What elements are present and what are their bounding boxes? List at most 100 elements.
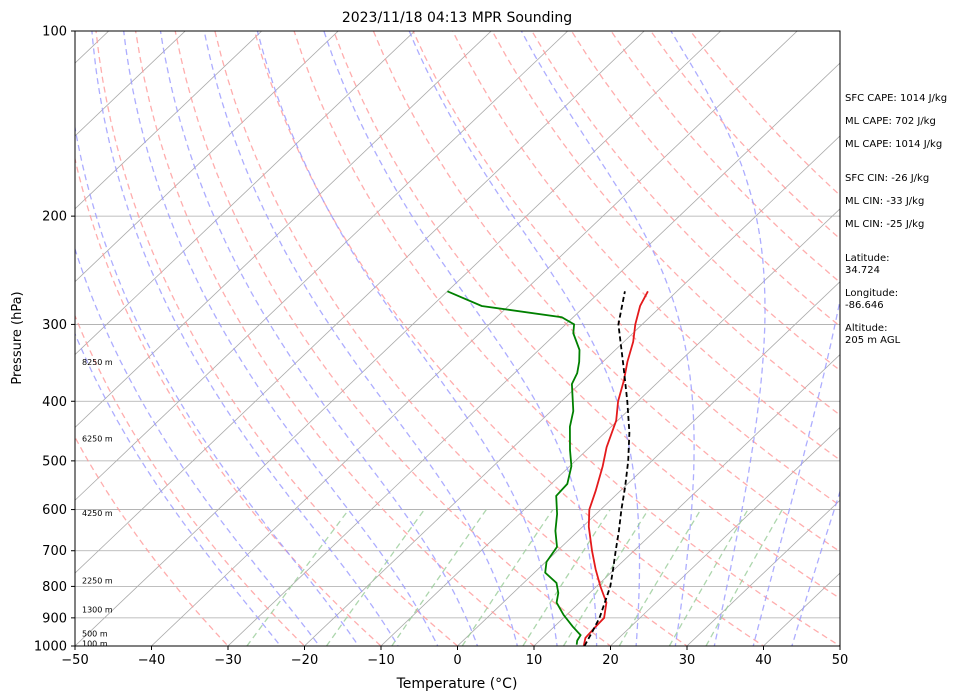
latitude-label: Latitude: xyxy=(845,253,890,264)
moist-adiabat-line xyxy=(791,489,840,646)
x-tick-label: 0 xyxy=(453,653,461,668)
y-tick-label: 500 xyxy=(42,454,67,469)
height-label: 100 m xyxy=(82,639,108,648)
dry-adiabat-line xyxy=(214,31,689,646)
mixing-ratio-line xyxy=(668,509,749,646)
dry-adiabat-line xyxy=(75,314,306,646)
x-tick-label: −50 xyxy=(61,653,88,668)
isotherm-line xyxy=(456,281,840,646)
isotherm-line xyxy=(686,499,840,646)
x-axis-label: Temperature (°C) xyxy=(396,676,518,692)
dry-adiabat-line xyxy=(95,31,459,646)
isotherm-line xyxy=(75,31,645,574)
sfc-cape-text: SFC CAPE: 1014 J/kg xyxy=(845,93,948,104)
parcel-trace xyxy=(583,291,631,646)
y-tick-label: 300 xyxy=(42,318,67,333)
isotherm-line xyxy=(75,31,186,137)
temperature-trace xyxy=(582,290,649,646)
isotherm-line xyxy=(75,31,492,428)
x-axis: −50 −40 −30 −20 −10 0 10 20 30 40 50 xyxy=(61,646,848,668)
dry-adiabat-line xyxy=(570,31,840,328)
y-tick-label: 700 xyxy=(42,544,67,559)
latitude-value: 34.724 xyxy=(845,265,880,276)
x-tick-label: 40 xyxy=(755,653,772,668)
mixing-ratio-line xyxy=(705,509,783,646)
y-tick-label: 100 xyxy=(42,25,67,40)
y-tick-label: 800 xyxy=(42,580,67,595)
height-label: 2250 m xyxy=(82,576,113,585)
height-label: 500 m xyxy=(82,630,108,639)
y-tick-label: 1000 xyxy=(34,640,67,655)
isotherm-line xyxy=(75,31,339,283)
altitude-value: 205 m AGL xyxy=(845,335,901,346)
isotherm-line xyxy=(75,31,722,646)
ml-cape-text-2: ML CAPE: 1014 J/kg xyxy=(845,139,943,150)
y-tick-label: 400 xyxy=(42,395,67,410)
mixing-ratio-line xyxy=(461,509,554,646)
sfc-cin-text: SFC CIN: -26 J/kg xyxy=(845,173,930,184)
y-tick-label: 600 xyxy=(42,503,67,518)
moist-adiabat-line xyxy=(256,31,558,646)
x-tick-label: −30 xyxy=(214,653,241,668)
x-tick-label: −10 xyxy=(367,653,394,668)
height-label: 8250 m xyxy=(82,358,113,367)
longitude-label: Longitude: xyxy=(845,288,899,299)
chart-title: 2023/11/18 04:13 MPR Sounding xyxy=(342,10,572,26)
x-tick-label: 20 xyxy=(602,653,619,668)
mixing-ratio-line xyxy=(246,509,350,646)
isotherm-line xyxy=(303,135,840,646)
moist-adiabat-line xyxy=(75,332,282,646)
altitude-label: Altitude: xyxy=(845,323,888,334)
grid-lines xyxy=(75,31,840,646)
sounding-series xyxy=(447,290,649,646)
moist-adiabat-line xyxy=(123,31,439,646)
moist-adiabat-line xyxy=(752,296,840,646)
moist-adiabat-line xyxy=(670,31,766,646)
isotherm-line xyxy=(75,31,263,210)
y-tick-label: 900 xyxy=(42,611,67,626)
x-tick-label: −20 xyxy=(291,653,318,668)
moist-adiabat-line xyxy=(520,31,695,646)
moist-adiabat-line xyxy=(159,31,479,646)
moist-adiabat-line xyxy=(323,31,598,646)
y-tick-label: 200 xyxy=(42,210,67,225)
isotherm-line xyxy=(75,31,416,356)
altitude-block: Altitude: 205 m AGL xyxy=(845,323,900,347)
plot-frame xyxy=(74,30,841,647)
isotherm-line xyxy=(533,353,840,646)
y-axis-label: Pressure (hPa) xyxy=(10,291,25,384)
dry-adiabat-line xyxy=(293,31,840,646)
ml-cape-text: ML CAPE: 702 J/kg xyxy=(845,116,936,127)
moist-adiabat-line xyxy=(75,124,360,646)
x-tick-label: 50 xyxy=(832,653,849,668)
moist-adiabat-line xyxy=(203,31,518,646)
dry-adiabat-line xyxy=(75,156,382,646)
moist-adiabat-line xyxy=(408,31,641,646)
dry-adiabat-line xyxy=(75,435,229,646)
height-label: 1300 m xyxy=(82,606,113,615)
x-tick-label: 30 xyxy=(679,653,696,668)
isotherm-line xyxy=(75,31,569,501)
dry-adiabat-line xyxy=(134,31,536,646)
ml-cin-text-2: ML CIN: -25 J/kg xyxy=(845,219,925,230)
mixing-ratio-line xyxy=(562,509,649,646)
mixing-ratio-line xyxy=(325,509,425,646)
moist-adiabat-line xyxy=(91,31,399,646)
isotherm-line xyxy=(609,426,840,646)
isotherm-line xyxy=(380,208,840,646)
x-tick-label: −40 xyxy=(138,653,165,668)
height-label: 6250 m xyxy=(82,435,113,444)
moist-adiabat-line xyxy=(75,247,321,646)
dry-adiabat-line xyxy=(253,31,765,646)
mixing-ratio-line xyxy=(618,509,702,646)
x-tick-label: 10 xyxy=(526,653,543,668)
ml-cin-text: ML CIN: -33 J/kg xyxy=(845,196,925,207)
mixing-ratio-line xyxy=(391,509,487,646)
latitude-block: Latitude: 34.724 xyxy=(845,253,890,277)
longitude-block: Longitude: -86.646 xyxy=(845,288,898,312)
longitude-value: -86.646 xyxy=(845,300,884,311)
isotherm-line xyxy=(227,62,840,646)
height-label: 4250 m xyxy=(82,509,113,518)
dry-adiabat-line xyxy=(174,31,612,646)
